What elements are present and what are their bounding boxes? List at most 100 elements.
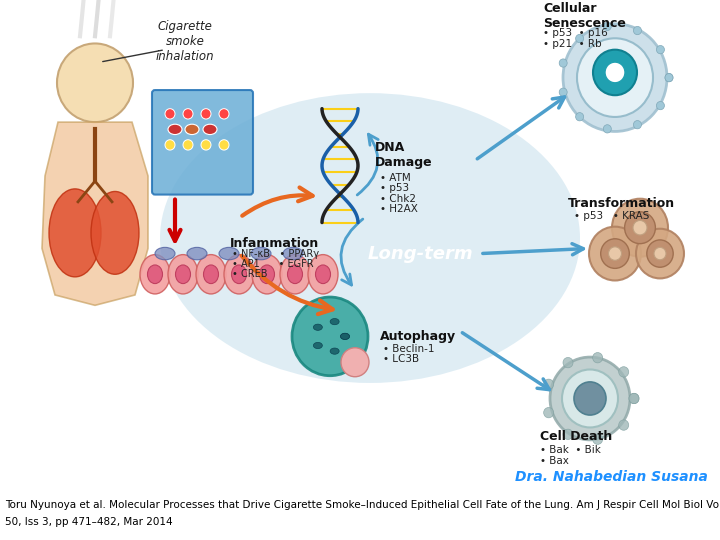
Circle shape [201,109,211,119]
Circle shape [603,22,611,31]
Circle shape [563,429,573,440]
Text: • ATM: • ATM [380,173,410,183]
Text: DNA
Damage: DNA Damage [375,141,433,169]
Ellipse shape [313,324,323,330]
Circle shape [201,140,211,150]
Text: Cellular
Senescence: Cellular Senescence [543,2,626,30]
Text: • p53  • p16: • p53 • p16 [543,28,608,38]
Circle shape [636,229,684,279]
Ellipse shape [185,124,199,134]
Circle shape [183,109,193,119]
Text: • NF-κB   • PPARγ: • NF-κB • PPARγ [232,249,319,259]
Ellipse shape [315,265,330,284]
Ellipse shape [259,265,274,284]
Text: 50, Iss 3, pp 471–482, Mar 2014: 50, Iss 3, pp 471–482, Mar 2014 [5,517,173,527]
Text: • Beclin-1: • Beclin-1 [383,344,434,354]
Circle shape [605,62,625,83]
Ellipse shape [168,124,182,134]
Circle shape [634,26,642,35]
Ellipse shape [330,348,339,354]
Text: • H2AX: • H2AX [380,204,418,214]
Circle shape [608,247,621,260]
Text: Autophagy: Autophagy [380,330,456,343]
Circle shape [603,125,611,133]
Circle shape [657,102,665,110]
Ellipse shape [232,265,246,284]
Circle shape [219,109,229,119]
Circle shape [625,212,655,244]
Ellipse shape [91,192,139,274]
Ellipse shape [287,265,302,284]
Circle shape [563,24,667,131]
Text: • p53: • p53 [380,184,409,193]
Circle shape [593,434,603,444]
Ellipse shape [330,319,339,325]
Circle shape [219,140,229,150]
Ellipse shape [219,247,239,260]
Text: Dra. Nahabedian Susana: Dra. Nahabedian Susana [515,470,708,484]
Circle shape [544,408,554,418]
PathPatch shape [42,122,148,305]
Ellipse shape [155,247,175,260]
Ellipse shape [176,265,191,284]
Circle shape [612,199,668,256]
Ellipse shape [313,342,323,349]
Circle shape [165,109,175,119]
Circle shape [665,73,673,82]
Circle shape [341,348,369,377]
Circle shape [629,393,639,404]
Ellipse shape [341,333,349,340]
Circle shape [600,239,629,268]
Ellipse shape [168,255,198,294]
Text: • Bak  • Bik: • Bak • Bik [540,446,601,455]
Text: • p21  • Rb: • p21 • Rb [543,38,602,49]
Text: Cigarette
smoke
inhalation: Cigarette smoke inhalation [156,20,215,63]
Circle shape [165,140,175,150]
Circle shape [559,59,567,67]
Ellipse shape [204,265,218,284]
Circle shape [575,113,584,121]
Circle shape [575,35,584,43]
Text: • LC3B: • LC3B [383,354,419,364]
Text: Toru Nyunoya et al. Molecular Processes that Drive Cigarette Smoke–Induced Epith: Toru Nyunoya et al. Molecular Processes … [5,500,720,510]
Circle shape [654,247,666,260]
Ellipse shape [341,333,349,340]
Ellipse shape [252,255,282,294]
Text: • AP1      • EGFR: • AP1 • EGFR [232,259,314,269]
Ellipse shape [187,247,207,260]
Ellipse shape [196,255,226,294]
Circle shape [593,353,603,363]
FancyBboxPatch shape [152,90,253,194]
Circle shape [57,44,133,122]
Circle shape [544,379,554,389]
Ellipse shape [308,255,338,294]
Text: • Chk2: • Chk2 [380,194,416,204]
Circle shape [562,369,618,428]
Text: Transformation: Transformation [568,197,675,210]
Text: Long-term: Long-term [367,245,473,262]
Circle shape [647,240,673,267]
Text: Infammation: Infammation [230,237,319,249]
Ellipse shape [160,93,580,383]
Ellipse shape [148,265,163,284]
Circle shape [618,367,629,377]
Circle shape [292,297,368,376]
Text: • Bax: • Bax [540,456,569,465]
Text: • CREB: • CREB [232,269,268,279]
Text: Cell Death: Cell Death [540,430,612,443]
Circle shape [589,227,641,280]
Circle shape [183,140,193,150]
Circle shape [629,393,639,404]
Circle shape [633,220,647,235]
Circle shape [574,382,606,415]
Circle shape [665,73,673,82]
Ellipse shape [140,255,170,294]
Circle shape [593,50,637,95]
Circle shape [577,38,653,117]
Ellipse shape [251,247,271,260]
Text: • p53   • KRAS: • p53 • KRAS [574,212,649,221]
Circle shape [657,45,665,54]
Circle shape [563,357,573,368]
Ellipse shape [203,124,217,134]
Circle shape [618,420,629,430]
